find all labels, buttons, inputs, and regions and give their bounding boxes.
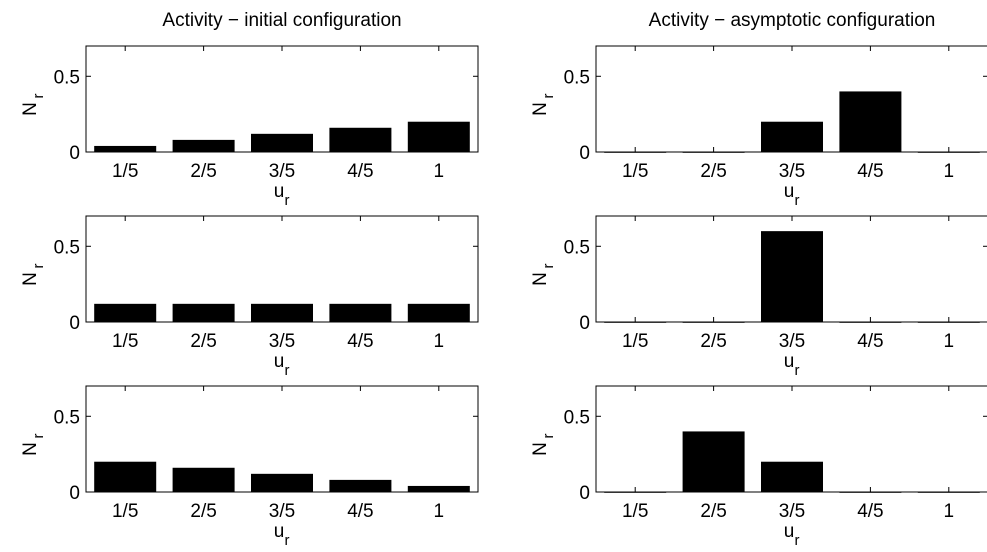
y-axis-label: N	[20, 102, 41, 116]
y-tick-label: 0	[579, 313, 590, 334]
x-axis-label: u	[274, 521, 285, 542]
x-tick-label: 3/5	[269, 331, 295, 352]
x-axis-label-subscript: r	[285, 192, 290, 209]
bar-1	[407, 121, 470, 152]
x-axis-label: u	[784, 351, 795, 372]
x-tick-label: 1	[944, 501, 955, 522]
x-tick-label: 2/5	[700, 331, 726, 352]
x-tick-label: 4/5	[857, 161, 883, 182]
bar-1-5	[604, 152, 667, 153]
x-tick-label: 4/5	[347, 501, 373, 522]
x-axis-label-subscript: r	[285, 362, 290, 379]
x-tick-label: 3/5	[779, 501, 805, 522]
bar-1	[407, 303, 470, 322]
bar-2-5	[172, 303, 235, 322]
y-axis-label-subscript: r	[30, 264, 47, 269]
x-tick-label: 2/5	[190, 331, 216, 352]
bar-1	[917, 322, 980, 323]
x-axis-label-subscript: r	[795, 362, 800, 379]
bar-4-5	[329, 303, 392, 322]
y-axis-label: N	[20, 442, 41, 456]
bar-4-5	[329, 479, 392, 492]
y-tick-label: 0	[579, 143, 590, 164]
bar-4-5	[839, 322, 902, 323]
bar-1-5	[604, 492, 667, 493]
y-axis-label: N	[530, 102, 551, 116]
bar-4-5	[839, 91, 902, 152]
bar-2-5	[682, 322, 745, 323]
x-tick-label: 1	[434, 161, 445, 182]
y-tick-label: 0.5	[54, 67, 80, 88]
bar-2-5	[682, 152, 745, 153]
x-tick-label: 4/5	[347, 331, 373, 352]
y-axis-label-subscript: r	[30, 434, 47, 439]
bar-1-5	[94, 461, 157, 492]
bar-3-5	[251, 303, 313, 322]
x-tick-label: 1	[434, 501, 445, 522]
bar-2-5	[172, 139, 235, 152]
x-tick-label: 3/5	[269, 161, 295, 182]
y-axis-label-subscript: r	[30, 94, 47, 99]
x-tick-label: 2/5	[700, 501, 726, 522]
x-axis-label: u	[784, 521, 795, 542]
bar-4-5	[839, 492, 902, 493]
y-tick-label: 0	[69, 313, 80, 334]
x-tick-label: 3/5	[779, 331, 805, 352]
chart-title: Activity − asymptotic configuration	[649, 10, 936, 31]
x-tick-label: 1/5	[622, 501, 648, 522]
y-tick-label: 0.5	[564, 407, 590, 428]
y-tick-label: 0	[69, 483, 80, 504]
bar-3-5	[761, 461, 823, 492]
x-tick-label: 1/5	[622, 161, 648, 182]
bar-1-5	[94, 303, 157, 322]
y-axis-label-subscript: r	[540, 264, 557, 269]
bar-3-5	[251, 473, 313, 492]
y-tick-label: 0.5	[54, 237, 80, 258]
x-axis-label-subscript: r	[795, 532, 800, 549]
y-axis-label: N	[20, 272, 41, 286]
bar-1-5	[604, 322, 667, 323]
y-axis-label-subscript: r	[540, 94, 557, 99]
x-axis-label-subscript: r	[285, 532, 290, 549]
y-tick-label: 0.5	[564, 237, 590, 258]
x-tick-label: 1/5	[112, 161, 138, 182]
x-tick-label: 1/5	[622, 331, 648, 352]
y-tick-label: 0.5	[564, 67, 590, 88]
bar-3-5	[251, 133, 313, 152]
x-tick-label: 2/5	[190, 501, 216, 522]
chart-title: Activity − initial configuration	[162, 10, 401, 31]
y-axis-label: N	[530, 272, 551, 286]
x-tick-label: 4/5	[857, 331, 883, 352]
x-tick-label: 1	[944, 161, 955, 182]
bar-1	[917, 152, 980, 153]
x-tick-label: 4/5	[857, 501, 883, 522]
x-axis-label: u	[784, 181, 795, 202]
bar-3-5	[761, 231, 823, 322]
x-tick-label: 1	[434, 331, 445, 352]
x-tick-label: 3/5	[779, 161, 805, 182]
x-tick-label: 4/5	[347, 161, 373, 182]
bar-1	[917, 492, 980, 493]
y-tick-label: 0.5	[54, 407, 80, 428]
x-axis-label: u	[274, 181, 285, 202]
y-axis-label: N	[530, 442, 551, 456]
y-axis-label-subscript: r	[540, 434, 557, 439]
y-tick-label: 0	[69, 143, 80, 164]
x-tick-label: 1/5	[112, 501, 138, 522]
x-tick-label: 2/5	[700, 161, 726, 182]
x-tick-label: 2/5	[190, 161, 216, 182]
x-tick-label: 3/5	[269, 501, 295, 522]
bar-2-5	[682, 431, 745, 492]
bar-3-5	[761, 121, 823, 152]
x-axis-label-subscript: r	[795, 192, 800, 209]
x-tick-label: 1/5	[112, 331, 138, 352]
x-tick-label: 1	[944, 331, 955, 352]
x-axis-label: u	[274, 351, 285, 372]
y-tick-label: 0	[579, 483, 590, 504]
